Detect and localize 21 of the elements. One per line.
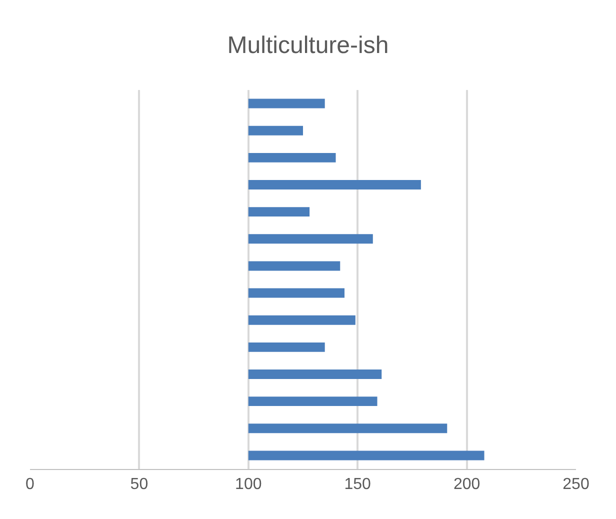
bar <box>248 180 421 190</box>
bar <box>248 424 448 434</box>
bar <box>248 288 344 298</box>
x-tick-label: 100 <box>235 476 262 494</box>
chart-title: Multiculture-ish <box>227 32 389 60</box>
bar <box>248 370 382 379</box>
x-tick-label: 150 <box>344 476 372 494</box>
bar <box>248 342 325 352</box>
bar <box>248 450 484 460</box>
bar <box>248 396 378 406</box>
x-tick-label: 250 <box>562 476 590 494</box>
bar <box>248 261 340 271</box>
bar <box>248 234 373 244</box>
x-tick-label: 0 <box>26 476 35 494</box>
x-tick-label: 50 <box>130 476 148 494</box>
bar <box>248 207 310 217</box>
bar <box>248 98 325 108</box>
bar <box>248 126 303 136</box>
bar <box>248 315 356 325</box>
bar <box>248 152 336 162</box>
x-tick-label: 200 <box>453 476 480 494</box>
